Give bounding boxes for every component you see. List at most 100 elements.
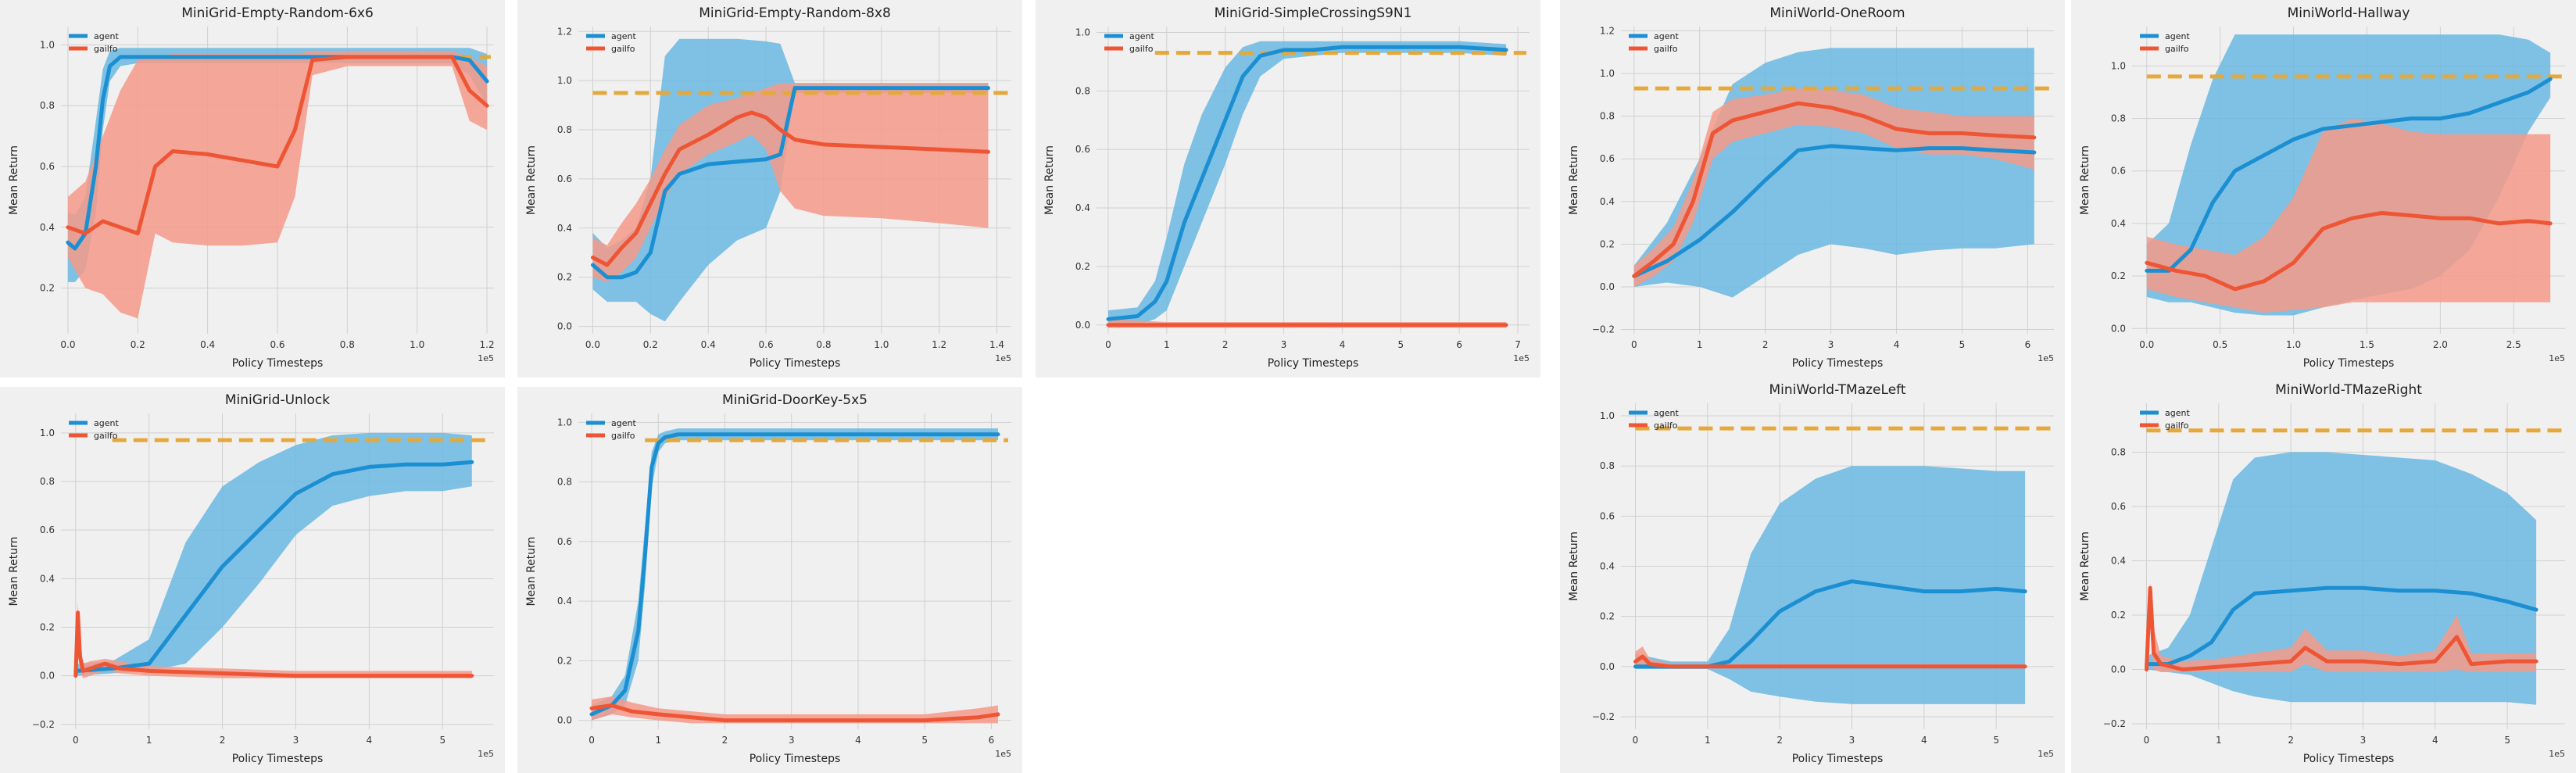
y-tick-label: 0.0 [1600,661,1615,672]
legend-label-agent: agent [94,418,119,428]
x-tick-label: 0.0 [2139,339,2154,350]
x-tick-label: 0.2 [131,339,145,350]
x-tick-label: 0.4 [200,339,215,350]
chart-panel-8: 0 1 2 3 4 5 −0.2 0.0 0.2 0.4 0.6 0.8 1e5 MiniWorld-TM… [2071,377,2576,773]
x-tick-label: 1 [1697,339,1703,350]
y-tick-label: −0.2 [1592,324,1615,335]
series-line-gailfo [589,703,1000,723]
legend-label-gailfo: gailfo [94,44,118,54]
y-tick-label: 0.0 [2111,664,2126,675]
x-tick-label: 1 [1705,735,1711,746]
x-tick-label: 2 [1776,735,1783,746]
series-line-agent [2145,77,2553,273]
x-tick-label: 5 [1959,339,1966,350]
x-tick-label: 0.2 [643,339,658,350]
series-line-agent [2145,585,2538,667]
legend: agent gailfo [2140,31,2190,54]
x-axis-offset-label: 1e5 [1513,353,1530,363]
series-band-agent [1633,48,2034,298]
chart-panel-1: 0.0 0.2 0.4 0.6 0.8 1.0 1.2 1.4 0.0 0.2 0.4 0.6 0.8 1… [517,0,1022,378]
chart-panel-4: 0.0 0.5 1.0 1.5 2.0 2.5 0.0 0.2 0.4 0.6 0.8 1.0 1e5 M… [2071,0,2576,378]
chart-svg: 0.0 0.2 0.4 0.6 0.8 1.0 1.2 0.2 0.4 0.6 0.8 1.0 1e5 M… [8,5,495,370]
legend: agent gailfo [586,418,636,441]
y-axis-label: Mean Return [8,536,20,606]
series-line-gailfo [66,55,489,236]
x-axis-offset-label: 1e5 [995,749,1011,759]
legend-label-agent: agent [1129,31,1154,41]
y-tick-label: 0.6 [1075,144,1090,155]
x-tick-label: 5 [439,735,445,746]
legend-label-gailfo: gailfo [611,44,635,54]
x-tick-label: 2 [2288,735,2294,746]
x-axis-label: Policy Timesteps [1268,357,1359,370]
y-tick-label: 0.0 [1600,281,1615,292]
chart-panel-0: 0.0 0.2 0.4 0.6 0.8 1.0 1.2 0.2 0.4 0.6 0.8 1.0 1e5 M… [0,0,505,378]
x-tick-label: 3 [1281,339,1287,350]
x-tick-label: 1 [2216,735,2222,746]
y-tick-label: 1.0 [40,428,55,438]
y-tick-label: 1.0 [557,417,572,428]
y-axis-label: Mean Return [525,145,538,215]
x-tick-label: 5 [2504,735,2510,746]
chart-panel-2: 0 1 2 3 4 5 6 7 0.0 0.2 0.4 0.6 0.8 1.0 1e5 MiniGrid-Si… [1036,0,1540,378]
x-tick-label: 1 [1164,339,1170,350]
x-axis-label: Policy Timesteps [232,357,324,370]
y-tick-label: 0.4 [2111,556,2126,567]
chart-svg: 0.0 0.5 1.0 1.5 2.0 2.5 0.0 0.2 0.4 0.6 0.8 1.0 1e5 M… [2079,5,2565,370]
x-axis-offset-label: 1e5 [2038,353,2054,363]
y-axis-label: Mean Return [2079,531,2091,601]
legend: agent gailfo [1629,31,1679,54]
y-tick-label: 0.6 [40,524,55,535]
x-tick-label: 1 [655,735,661,746]
x-axis-label: Policy Timesteps [750,357,841,370]
chart-title: MiniWorld-TMazeRight [2275,382,2422,398]
y-tick-label: 0.4 [40,573,55,584]
series-line-agent [589,432,1000,717]
series-band-gailfo [67,51,488,319]
series-band-gailfo [2146,582,2537,675]
y-tick-label: 1.2 [1600,25,1615,36]
y-tick-label: 0.4 [1600,196,1615,207]
x-tick-label: 3 [1849,735,1855,746]
legend: agent gailfo [69,31,119,54]
series-band-gailfo [592,83,989,282]
legend: agent gailfo [586,31,636,54]
x-tick-label: 4 [367,735,373,746]
y-tick-label: 0.2 [557,655,572,666]
x-tick-label: 0.8 [816,339,831,350]
series-line-agent [1106,45,1508,321]
x-axis-offset-label: 1e5 [478,353,494,363]
legend-label-agent: agent [94,31,119,41]
x-tick-label: 0.0 [585,339,600,350]
y-tick-label: 0.8 [2111,447,2126,458]
x-axis-offset-label: 1e5 [2038,749,2054,759]
x-tick-label: 2 [1222,339,1229,350]
x-tick-label: 3 [293,735,299,746]
x-tick-label: 5 [1993,735,1999,746]
y-tick-label: 0.4 [1075,202,1090,213]
y-axis-label: Mean Return [1568,145,1580,215]
x-tick-label: 2.0 [2433,339,2448,350]
y-tick-label: 1.0 [1600,68,1615,79]
series-band-agent [75,432,472,676]
x-tick-label: 1.0 [2286,339,2301,350]
y-tick-label: 1.0 [557,75,572,86]
x-tick-label: 0 [1631,339,1637,350]
chart-svg: 0 1 2 3 4 5 6 7 0.0 0.2 0.4 0.6 0.8 1.0 1e5 MiniGrid-Si… [1043,5,1530,370]
legend-label-gailfo: gailfo [94,431,118,441]
y-tick-label: 0.6 [2111,166,2126,177]
x-tick-label: 6 [989,735,995,746]
x-axis-label: Policy Timesteps [232,753,324,765]
y-axis-label: Mean Return [1568,531,1580,601]
y-tick-label: 0.2 [2111,610,2126,621]
x-tick-label: 4 [1340,339,1346,350]
x-tick-label: 1.2 [932,339,946,350]
legend-label-agent: agent [611,31,636,41]
chart-panel-7: 0 1 2 3 4 5 −0.2 0.0 0.2 0.4 0.6 0.8 1.0 1e5 MiniWorld… [1560,377,2065,773]
x-tick-label: 1.2 [480,339,495,350]
legend-label-agent: agent [1654,31,1679,41]
x-axis-offset-label: 1e5 [995,353,1011,363]
series-line-gailfo [2145,211,2553,292]
x-tick-label: 0.4 [701,339,716,350]
x-tick-label: 2.5 [2506,339,2521,350]
